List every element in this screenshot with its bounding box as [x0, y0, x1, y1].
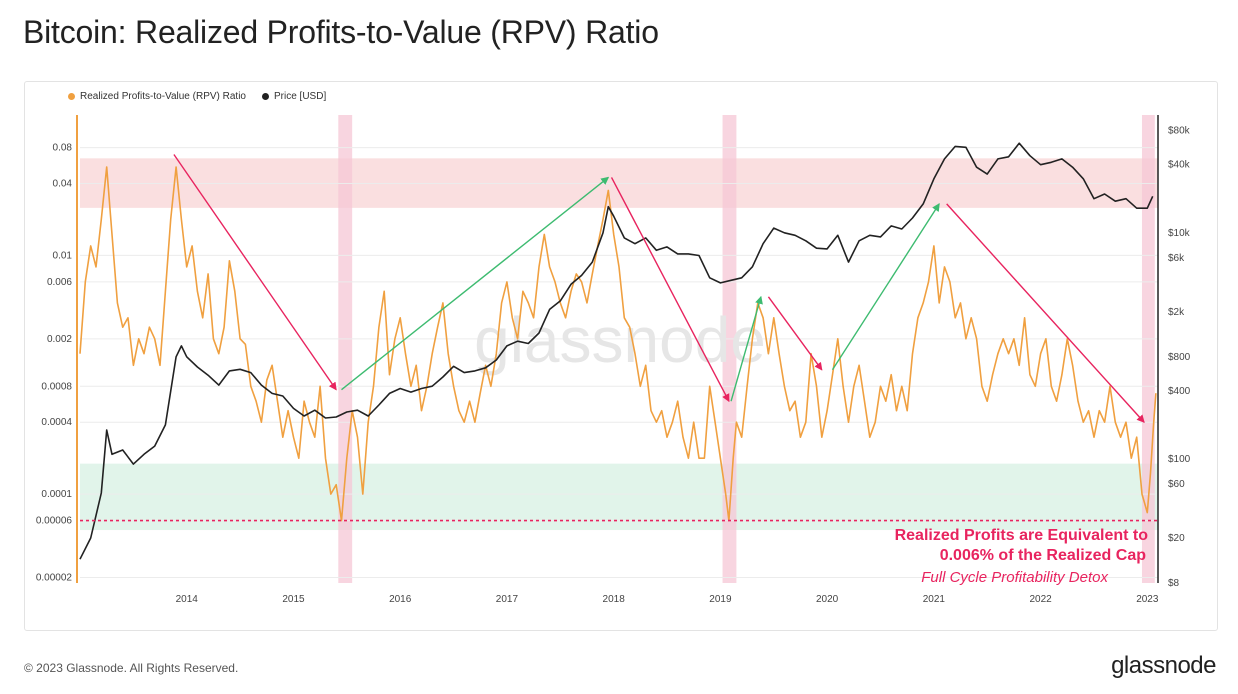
- x-tick-label: 2020: [816, 594, 839, 605]
- x-tick-label: 2016: [389, 594, 412, 605]
- x-tick-label: 2015: [282, 594, 305, 605]
- y-right-tick-label: $10k: [1168, 228, 1191, 239]
- highlight-period-2: [1141, 115, 1155, 583]
- rpv-ratio-line: [79, 166, 1157, 522]
- x-tick-label: 2021: [923, 594, 946, 605]
- y-right-tick-label: $80k: [1168, 126, 1191, 137]
- y-right-tick-label: $8: [1168, 578, 1180, 589]
- y-left-tick-label: 0.006: [47, 277, 72, 288]
- y-left-tick-label: 0.00002: [36, 573, 73, 584]
- chart-gridlines: [80, 147, 1158, 579]
- x-tick-label: 2022: [1029, 594, 1052, 605]
- annotation-line-1: Realized Profits are Equivalent to: [894, 527, 1148, 544]
- y-right-tick-label: $800: [1168, 352, 1191, 363]
- y-left-tick-label: 0.08: [53, 143, 73, 154]
- y-right-tick-label: $400: [1168, 386, 1191, 397]
- trend-arrow-down-2: [610, 177, 730, 403]
- trend-arrow-up-3: [730, 295, 763, 402]
- page-title: Bitcoin: Realized Profits-to-Value (RPV)…: [23, 14, 659, 50]
- chart-watermark: glassnode: [474, 304, 766, 376]
- annotation-line-2: 0.006% of the Realized Cap: [939, 547, 1146, 564]
- y-left-tick-label: 0.002: [47, 334, 72, 345]
- price-line: [79, 142, 1154, 560]
- legend-dot-price: [262, 93, 269, 100]
- y-right-tick-label: $60: [1168, 479, 1185, 490]
- capitulation-zone-band: [80, 463, 1158, 531]
- chart-legend: Realized Profits-to-Value (RPV) Ratio Pr…: [68, 91, 326, 102]
- legend-item-rpv[interactable]: Realized Profits-to-Value (RPV) Ratio: [68, 91, 246, 102]
- y-left-tick-label: 0.04: [53, 179, 73, 190]
- y-left-tick-label: 0.00006: [36, 516, 73, 527]
- trend-arrow-up-1: [341, 176, 610, 391]
- y-left-tick-label: 0.0001: [41, 489, 72, 500]
- x-tick-label: 2023: [1136, 594, 1159, 605]
- trend-arrow-down-6: [946, 203, 1145, 423]
- copyright-footer: © 2023 Glassnode. All Rights Reserved.: [24, 661, 239, 675]
- legend-label-rpv: Realized Profits-to-Value (RPV) Ratio: [80, 91, 246, 102]
- x-tick-label: 2019: [709, 594, 732, 605]
- trend-arrow-up-5: [831, 203, 940, 371]
- trend-arrows: [173, 154, 1145, 423]
- legend-dot-rpv: [68, 93, 75, 100]
- x-tick-label: 2014: [176, 594, 199, 605]
- annotation-subtitle: Full Cycle Profitability Detox: [921, 569, 1108, 586]
- highlight-period-0: [338, 115, 353, 583]
- y-right-tick-label: $20: [1168, 533, 1185, 544]
- y-right-tick-label: $40k: [1168, 160, 1191, 171]
- y-left-tick-label: 0.0008: [41, 381, 72, 392]
- y-right-tick-label: $6k: [1168, 253, 1185, 264]
- chart-axes: 0.08 0.04 0.01 0.006 0.002 0.0008 0.0004 0.0001…: [36, 115, 1191, 605]
- x-tick-label: 2017: [496, 594, 519, 605]
- legend-item-price[interactable]: Price [USD]: [262, 91, 326, 102]
- y-left-tick-label: 0.0004: [41, 417, 72, 428]
- y-left-tick-label: 0.01: [53, 250, 73, 261]
- y-right-tick-label: $100: [1168, 454, 1191, 465]
- trend-arrow-down-4: [767, 296, 823, 371]
- annotation-callout: Realized Profits are Equivalent to 0.006…: [828, 526, 1148, 566]
- x-tick-label: 2018: [603, 594, 626, 605]
- chart-series: [79, 142, 1158, 560]
- trend-arrow-down-0: [173, 154, 337, 391]
- glassnode-logo: glassnode: [1111, 652, 1216, 679]
- legend-label-price: Price [USD]: [274, 91, 327, 102]
- y-right-tick-label: $2k: [1168, 307, 1185, 318]
